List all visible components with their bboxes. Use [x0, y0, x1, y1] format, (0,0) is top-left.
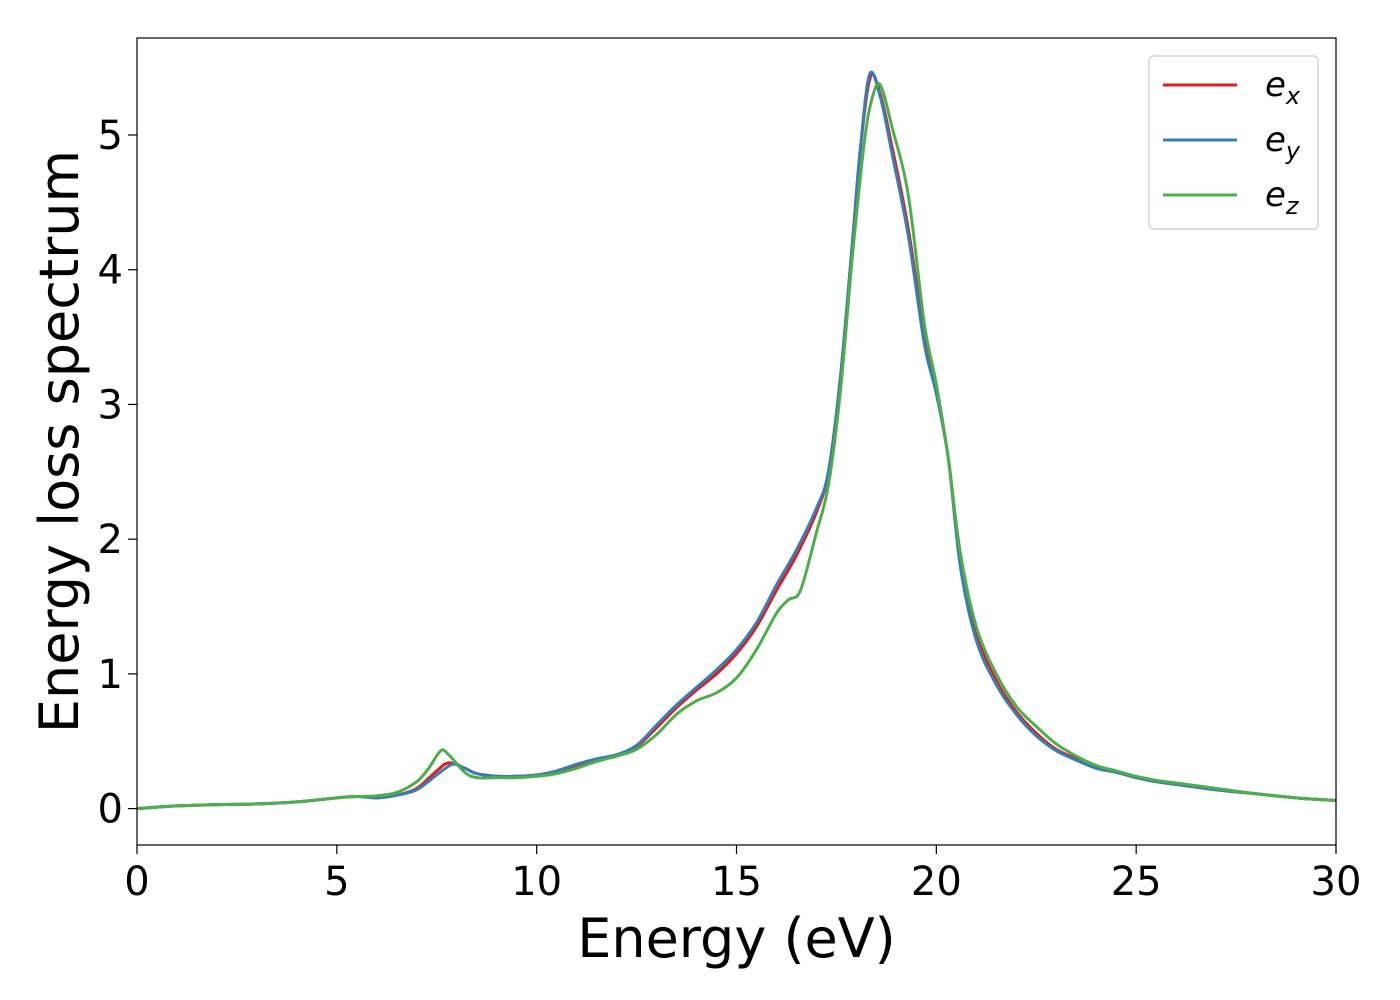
y-tick-label: 5 [98, 113, 123, 159]
legend-label-y: ey [1265, 120, 1301, 165]
y-tick-label: 3 [98, 382, 123, 428]
legend-label-z: ez [1265, 175, 1300, 220]
x-tick-label: 0 [124, 859, 149, 905]
x-axis-label: Energy (eV) [577, 907, 896, 970]
y-tick-label: 4 [98, 248, 123, 294]
y-tick-label: 0 [98, 787, 123, 833]
x-tick-label: 30 [1311, 859, 1362, 905]
y-tick-label: 2 [98, 517, 123, 563]
legend-label-main: e [1265, 120, 1286, 160]
x-tick-label: 5 [324, 859, 349, 905]
x-tick-label: 25 [1111, 859, 1162, 905]
plot-area [137, 70, 1336, 811]
axes: 0 5 10 15 20 25 30 0 1 2 3 4 5 Energy (eV) Energy loss… [28, 37, 1362, 970]
x-tick-label: 15 [711, 859, 762, 905]
legend-label-main: e [1265, 65, 1286, 105]
legend-box [1148, 55, 1319, 230]
series-line-y [137, 70, 1336, 811]
y-tick-label: 1 [98, 652, 123, 698]
x-tick-label: 20 [911, 859, 962, 905]
legend-label-sub: y [1285, 137, 1301, 165]
x-tick-label: 10 [511, 859, 562, 905]
y-axis-label: Energy loss spectrum [28, 150, 91, 733]
legend-label-x: ex [1265, 65, 1301, 110]
legend-label-sub: x [1285, 82, 1301, 110]
series-lines [137, 70, 1336, 811]
series-line-z [137, 82, 1336, 811]
legend-label-sub: z [1285, 192, 1300, 220]
legend-label-main: e [1265, 175, 1286, 215]
